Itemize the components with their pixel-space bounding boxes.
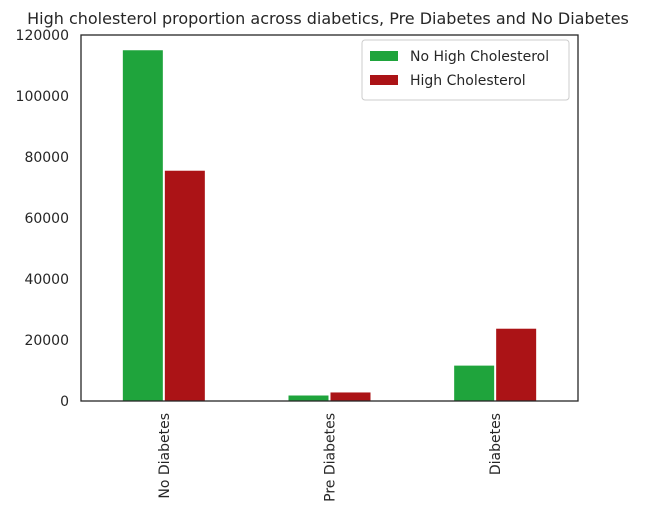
- bars: [122, 50, 537, 401]
- legend: No High Cholesterol High Cholesterol: [361, 39, 570, 101]
- x-tick-label: No Diabetes: [157, 413, 173, 499]
- x-tick-label: Pre Diabetes: [323, 413, 339, 502]
- y-tick-label: 40000: [24, 272, 69, 288]
- y-tick-label: 0: [60, 394, 69, 410]
- y-tick-label: 60000: [24, 211, 69, 227]
- legend-label: No High Cholesterol: [410, 49, 549, 65]
- plot-frame: [80, 34, 579, 402]
- y-tick-label: 80000: [24, 150, 69, 166]
- legend-label: High Cholesterol: [410, 73, 526, 89]
- bar-no-high-cholesterol: [288, 395, 329, 401]
- y-tick-label: 100000: [16, 89, 69, 105]
- bar-no-high-cholesterol: [454, 365, 495, 401]
- x-tick-label: Diabetes: [488, 413, 504, 475]
- y-tick-label: 120000: [16, 28, 69, 44]
- bar-high-cholesterol: [330, 392, 371, 401]
- bar-no-high-cholesterol: [122, 50, 163, 401]
- y-axis: 0 20000 40000 60000 80000 100000 120000: [16, 28, 69, 410]
- bar-high-cholesterol: [164, 170, 205, 401]
- legend-swatch: [370, 51, 398, 61]
- chart-title: High cholesterol proportion across diabe…: [27, 9, 629, 28]
- y-tick-label: 20000: [24, 333, 69, 349]
- legend-box: [361, 39, 570, 101]
- x-axis: No Diabetes Pre Diabetes Diabetes: [157, 413, 504, 502]
- bar-high-cholesterol: [496, 328, 537, 401]
- legend-swatch: [370, 75, 398, 85]
